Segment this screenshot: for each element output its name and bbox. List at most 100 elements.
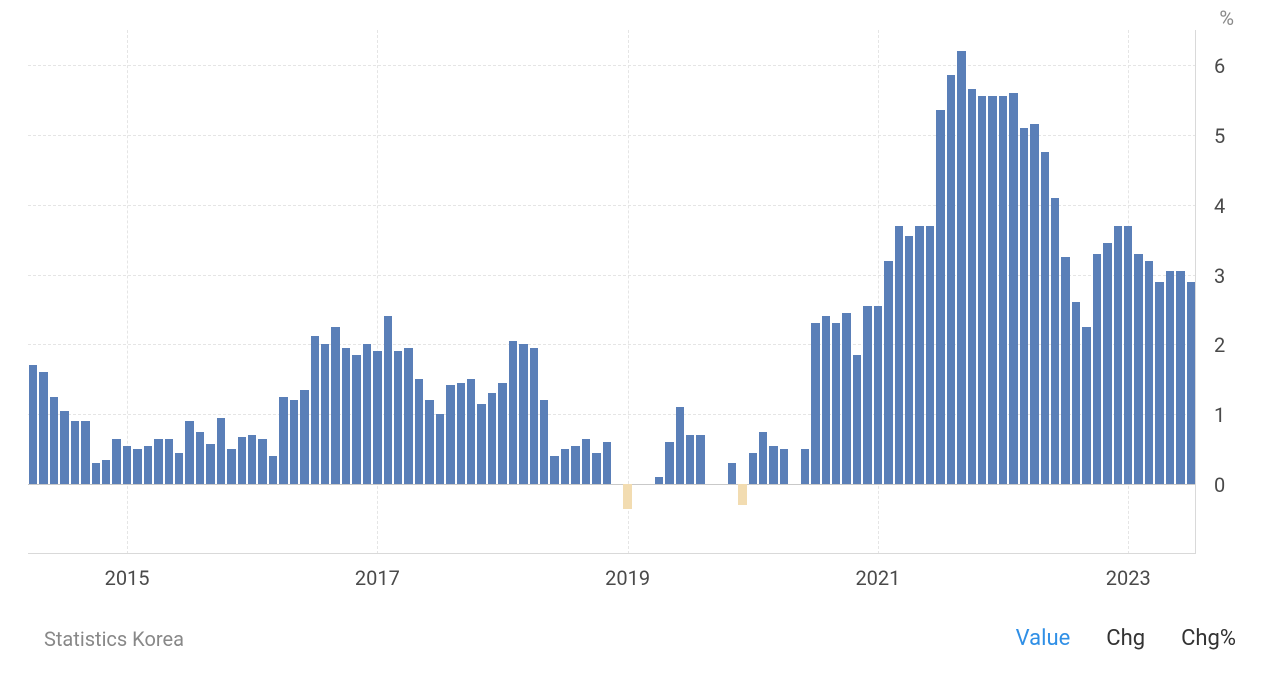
bar: [488, 393, 496, 484]
bar: [874, 306, 882, 484]
bar: [467, 379, 475, 484]
series-tabs: Value Chg Chg%: [1016, 626, 1236, 651]
bar: [561, 449, 569, 484]
bar: [957, 51, 965, 484]
bar: [1051, 198, 1059, 484]
grid-line-v: [628, 30, 629, 554]
bar: [133, 449, 141, 484]
bar: [1030, 124, 1038, 484]
bar: [238, 437, 246, 485]
x-tick: 2021: [855, 566, 900, 590]
bar: [728, 463, 736, 484]
bar: [769, 446, 777, 484]
bar: [436, 414, 444, 484]
plot-bottom-border: [28, 553, 1196, 554]
y-tick: 4: [1214, 194, 1225, 218]
bar: [853, 355, 861, 484]
bar: [123, 446, 131, 484]
y-tick: 5: [1214, 124, 1225, 148]
y-tick: 6: [1214, 54, 1225, 78]
bar: [258, 439, 266, 484]
zero-baseline: [28, 484, 1196, 485]
bar: [676, 407, 684, 484]
bar: [926, 226, 934, 485]
bar: [623, 484, 631, 508]
grid-line: [28, 65, 1196, 66]
bar: [498, 383, 506, 484]
bar: [373, 351, 381, 484]
bar: [1114, 226, 1122, 485]
bar: [29, 365, 37, 484]
bar: [592, 453, 600, 484]
bar: [968, 89, 976, 484]
bar: [196, 432, 204, 484]
bar: [363, 344, 371, 484]
bar: [269, 456, 277, 484]
bar: [1072, 302, 1080, 484]
bar: [665, 442, 673, 484]
y-tick: 1: [1214, 403, 1225, 427]
bar: [477, 404, 485, 484]
bar: [738, 484, 746, 505]
bar: [905, 236, 913, 484]
tab-chgpct[interactable]: Chg%: [1181, 626, 1236, 651]
bar: [947, 75, 955, 484]
bar: [759, 432, 767, 484]
bar: [290, 400, 298, 484]
bar: [71, 421, 79, 484]
bar: [1124, 226, 1132, 485]
bar: [603, 442, 611, 484]
bar: [1134, 254, 1142, 485]
bar: [342, 348, 350, 484]
bar: [1176, 271, 1184, 484]
bar: [1187, 282, 1195, 485]
y-axis-unit: %: [1219, 6, 1234, 30]
bar: [39, 372, 47, 484]
x-tick: 2017: [355, 566, 400, 590]
bar: [1093, 254, 1101, 485]
bar: [550, 456, 558, 484]
bar: [311, 336, 319, 484]
bar: [686, 435, 694, 484]
bar: [509, 341, 517, 484]
bar: [206, 444, 214, 485]
bar: [154, 439, 162, 484]
bar: [978, 96, 986, 484]
bar: [749, 453, 757, 484]
bar: [331, 327, 339, 484]
bar: [102, 460, 110, 484]
bar: [60, 411, 68, 484]
bar: [352, 355, 360, 484]
bar: [655, 477, 663, 484]
bar: [248, 435, 256, 484]
bar: [144, 446, 152, 484]
bar: [884, 261, 892, 485]
bar: [1041, 152, 1049, 484]
bar: [185, 421, 193, 484]
bar: [394, 351, 402, 484]
bar: [165, 439, 173, 484]
bar: [936, 110, 944, 484]
bar: [384, 316, 392, 484]
bar: [1166, 271, 1174, 484]
bar: [446, 385, 454, 484]
bar: [112, 439, 120, 484]
y-tick: 0: [1214, 473, 1225, 497]
bar: [582, 439, 590, 484]
bar: [822, 316, 830, 484]
tab-value[interactable]: Value: [1016, 626, 1071, 651]
bar: [999, 96, 1007, 484]
bar: [1103, 243, 1111, 484]
chart-footer: Statistics Korea Value Chg Chg%: [44, 626, 1236, 651]
bar: [571, 446, 579, 484]
bar: [530, 348, 538, 484]
bar: [279, 397, 287, 484]
bar: [1009, 93, 1017, 484]
source-label: Statistics Korea: [44, 627, 184, 651]
bar: [696, 435, 704, 484]
tab-chg[interactable]: Chg: [1106, 626, 1145, 651]
y-tick: 3: [1214, 264, 1225, 288]
bar: [832, 323, 840, 484]
bar: [540, 400, 548, 484]
x-tick: 2019: [605, 566, 650, 590]
